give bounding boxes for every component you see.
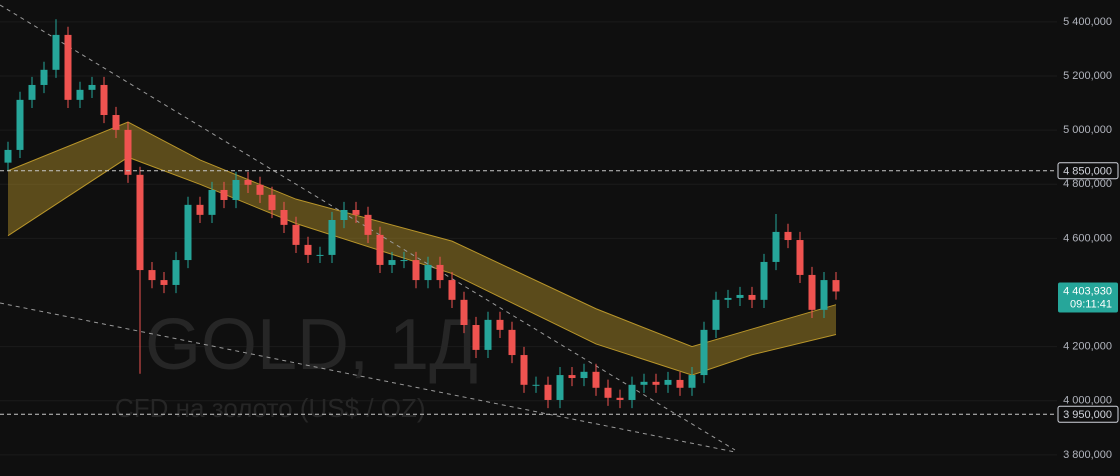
candle-body [52, 34, 60, 70]
band-area [8, 122, 836, 376]
candle-body [28, 84, 36, 100]
candle-body [556, 375, 564, 400]
candle-body [328, 220, 336, 255]
candle-body [412, 260, 420, 281]
candle-body [244, 179, 252, 185]
y-tick-label: 4 200,000 [1063, 341, 1112, 353]
candle-body [508, 329, 516, 356]
candle-body [4, 149, 12, 163]
candle-body [136, 174, 144, 271]
watermark-title: GOLD, 1Д [145, 305, 478, 385]
candle-body [100, 84, 108, 116]
price-axis: 5 400,000 5 200,000 5 000,000 4 800,000 4 60… [1057, 0, 1120, 476]
watermark-subtitle: CFD на золото (US$ / OZ) [115, 393, 426, 423]
candle-body [472, 325, 480, 350]
candle-body [628, 384, 636, 400]
candle-body [544, 384, 552, 400]
candle-body [40, 69, 48, 85]
candle-body [604, 387, 612, 398]
candle-body [424, 264, 432, 281]
candle-body [640, 381, 648, 385]
candle-body [592, 371, 600, 388]
candle-body [736, 294, 744, 298]
y-tick-label: 5 200,000 [1063, 70, 1112, 82]
candle-body [748, 294, 756, 300]
candle-body [184, 204, 192, 261]
candle-body [448, 280, 456, 300]
candle-body [220, 189, 228, 200]
candle-body [808, 274, 816, 310]
candle-body [316, 254, 324, 256]
candle-body [784, 231, 792, 241]
candle-body [292, 224, 300, 245]
candle-body [832, 280, 840, 292]
y-tick-label: 3 800,000 [1063, 449, 1112, 461]
candle-body [160, 280, 168, 285]
level-label-box [1057, 162, 1119, 180]
candle-body [172, 260, 180, 285]
candle-body [760, 261, 768, 300]
level-label-box [1057, 405, 1119, 423]
candle-body [124, 129, 132, 175]
last-price-label: 4 403,930 [1063, 285, 1112, 297]
candle-body [700, 329, 708, 376]
y-tick-label: 4 000,000 [1063, 395, 1112, 407]
candle-body [772, 231, 780, 262]
candle-body [580, 371, 588, 379]
candle-body [400, 260, 408, 262]
candle-body [340, 209, 348, 221]
last-price-box [1058, 282, 1118, 313]
candle-body [796, 240, 804, 275]
candle-body [304, 244, 312, 255]
candle-body [520, 355, 528, 385]
candle-body [112, 115, 120, 130]
band-upper [7, 121, 837, 348]
candle-body [484, 319, 492, 350]
candle-body [352, 209, 360, 215]
y-tick-label: 5 000,000 [1063, 124, 1112, 136]
candle-body [688, 375, 696, 388]
candle-body [664, 379, 672, 385]
candle-body [232, 179, 240, 200]
candle-body [652, 381, 660, 385]
candle-body [724, 297, 732, 300]
y-tick-label: 4 800,000 [1063, 178, 1112, 190]
candle-body [76, 89, 84, 100]
candle-body [280, 209, 288, 225]
candle-body [568, 375, 576, 379]
candle-body [364, 214, 372, 235]
trend-line [0, 302, 736, 453]
level-label: 3 950,000 [1063, 409, 1112, 421]
candle-body [676, 379, 684, 388]
candle-body [712, 299, 720, 330]
candle-body [820, 280, 828, 310]
candle-body [16, 99, 24, 150]
candle-body [460, 299, 468, 326]
candle-body [196, 204, 204, 215]
y-tick-label: 5 400,000 [1063, 16, 1112, 28]
y-tick-label: 4 600,000 [1063, 232, 1112, 244]
candle-body [268, 194, 276, 210]
candle-body [88, 84, 96, 90]
candle-body [616, 397, 624, 400]
candles [4, 19, 840, 409]
candle-body [496, 319, 504, 330]
candle-body [376, 234, 384, 265]
candle-body [256, 184, 264, 195]
level-label: 4 850,000 [1063, 166, 1112, 178]
grid [0, 21, 1057, 456]
candle-body [436, 264, 444, 281]
candle-body [148, 270, 156, 281]
last-price-countdown: 09:11:41 [1070, 298, 1112, 310]
candle-body [388, 260, 396, 265]
candle-body [532, 384, 540, 386]
candle-body [208, 189, 216, 215]
candle-body [64, 34, 72, 100]
axis-background [1057, 0, 1120, 476]
